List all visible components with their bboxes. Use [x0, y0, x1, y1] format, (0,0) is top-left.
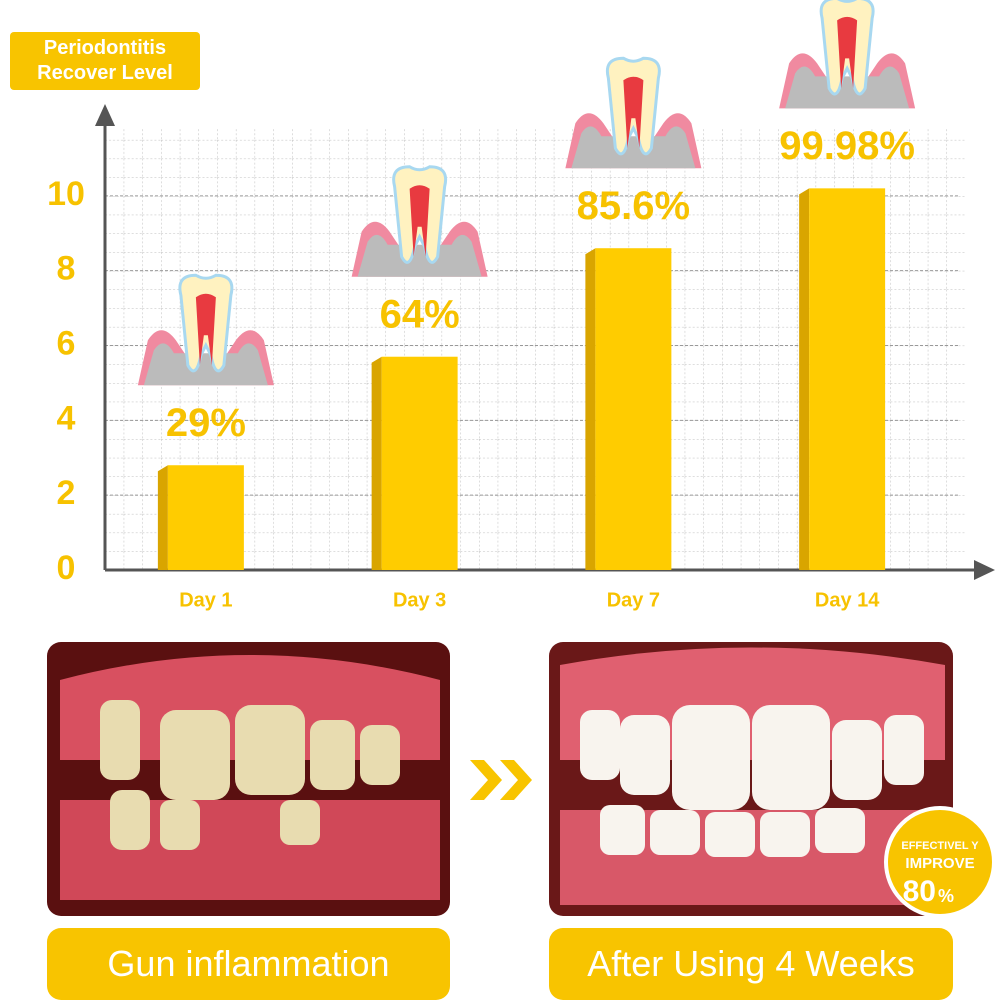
pulp	[623, 76, 644, 149]
y-tick-label: 0	[57, 549, 76, 587]
bar-side	[799, 188, 810, 570]
badge-line: IMPROVE	[905, 855, 974, 872]
bone	[785, 66, 910, 109]
bar-side	[585, 248, 596, 570]
tooth-icon	[565, 56, 702, 169]
badge	[884, 806, 996, 918]
tooth-icon	[351, 165, 488, 277]
teeth	[580, 705, 924, 857]
y-tick-label: 10	[47, 175, 85, 213]
photos: EFFECTIVEL Y IMPROVE 80 %	[47, 642, 996, 918]
value-annotation: 29%	[166, 401, 246, 445]
gum	[60, 800, 440, 900]
caption: Gun inflammation	[47, 928, 450, 1000]
value-annotation: 64%	[380, 292, 460, 336]
pulp	[409, 185, 430, 257]
bar	[381, 356, 458, 570]
value-annotation: 85.6%	[577, 184, 690, 228]
chart-title: Periodontitis Recover Level	[10, 32, 200, 90]
pulp	[837, 16, 858, 89]
pulp	[195, 293, 216, 366]
x-tick-label: Day 7	[607, 589, 660, 611]
bone	[143, 343, 268, 386]
arrow	[470, 760, 532, 800]
bar-side	[157, 465, 168, 570]
x-tick-label: Day 1	[179, 589, 232, 611]
x-axis-arrow	[974, 560, 995, 580]
value-annotation: 99.98%	[779, 124, 915, 168]
badge-value: 80	[903, 875, 936, 908]
x-tick-label: Day 14	[815, 589, 880, 611]
bone	[571, 126, 696, 169]
y-axis-arrow	[95, 104, 115, 126]
badge-line: EFFECTIVEL Y	[901, 840, 979, 852]
caption: After Using 4 Weeks	[549, 928, 953, 1000]
y-tick-label: 4	[57, 399, 76, 437]
y-tick-label: 8	[57, 250, 76, 288]
x-tick-label: Day 3	[393, 589, 446, 611]
badge-unit: %	[938, 886, 954, 906]
bar	[595, 248, 672, 570]
tooth-icon	[779, 0, 916, 109]
tooth-icon	[137, 273, 274, 386]
teeth	[100, 700, 400, 850]
y-tick-label: 6	[57, 324, 76, 362]
y-tick-label: 2	[57, 474, 76, 512]
bar-side	[371, 356, 382, 570]
bone	[357, 234, 482, 277]
bar	[167, 465, 244, 570]
bar	[809, 188, 886, 570]
